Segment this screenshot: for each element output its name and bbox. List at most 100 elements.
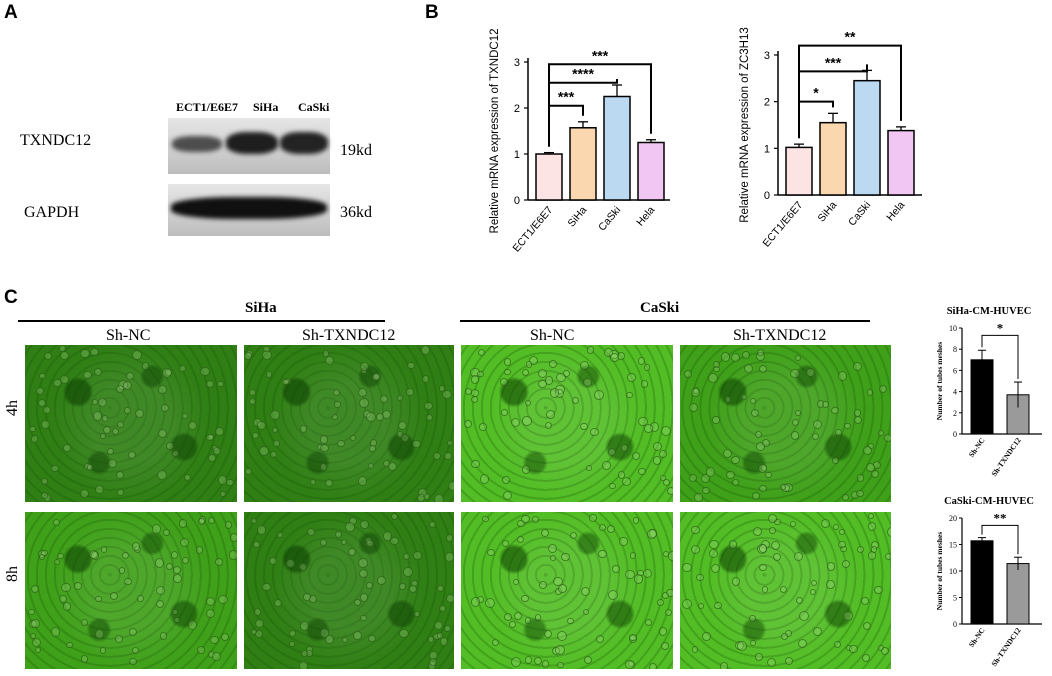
cell-outline bbox=[271, 426, 278, 433]
cell-outline bbox=[40, 491, 49, 500]
cell-outline bbox=[244, 351, 253, 360]
cell-outline bbox=[854, 409, 862, 417]
cell-outline bbox=[298, 562, 308, 572]
cell-outline bbox=[213, 447, 222, 456]
cell-outline bbox=[217, 380, 224, 388]
row-label-4h-text: 4h bbox=[4, 400, 21, 416]
cell-outline bbox=[826, 562, 836, 572]
cell-outline bbox=[335, 531, 343, 539]
cell-outline bbox=[29, 425, 36, 433]
cell-outline bbox=[165, 563, 174, 571]
cell-outline bbox=[332, 413, 339, 420]
cell-outline bbox=[825, 579, 835, 589]
cell-outline bbox=[838, 371, 848, 381]
y-axis-label: Relative mRNA expression of ZC3H13 bbox=[739, 27, 751, 223]
cell-outline bbox=[206, 608, 216, 618]
y-axis-label: Number of tubes meshes bbox=[935, 342, 944, 420]
cell-outline bbox=[556, 372, 566, 383]
cell-outline bbox=[805, 368, 815, 378]
cell-outline bbox=[38, 398, 47, 407]
cell-outline bbox=[638, 416, 648, 427]
cell-outline bbox=[337, 439, 345, 447]
cell-outline bbox=[398, 420, 408, 430]
cell-outline bbox=[838, 528, 846, 536]
bar bbox=[603, 95, 631, 201]
cell-outline bbox=[62, 602, 72, 611]
cell-outline bbox=[471, 389, 479, 397]
cell-outline bbox=[843, 611, 854, 621]
cell-outline bbox=[333, 401, 341, 408]
cell-outline bbox=[720, 352, 731, 363]
cell-outline bbox=[353, 598, 362, 607]
x-tick-label: CaSki bbox=[596, 204, 623, 233]
cell-outline bbox=[35, 387, 44, 396]
cell-outline bbox=[31, 435, 39, 443]
cell-outline bbox=[253, 541, 260, 548]
micrograph-caski-sh-txndc12-4h bbox=[680, 345, 891, 502]
cell-outline bbox=[521, 514, 530, 524]
cell-outline bbox=[156, 600, 165, 608]
cell-outline bbox=[723, 449, 733, 459]
cell-outline bbox=[842, 560, 850, 569]
cell-outline bbox=[132, 646, 140, 654]
cell-outline bbox=[211, 652, 221, 662]
panel-label-c: C bbox=[4, 287, 18, 308]
cell-outline bbox=[730, 353, 740, 363]
cell-outline bbox=[43, 352, 52, 360]
cell-outline bbox=[533, 657, 542, 666]
cell-outline bbox=[759, 365, 767, 374]
cell-outline bbox=[853, 416, 862, 425]
cell-outline bbox=[790, 368, 800, 378]
cell-outline bbox=[29, 632, 36, 639]
cell-outline bbox=[276, 531, 284, 538]
micrograph-siha-sh-nc-8h bbox=[25, 512, 237, 669]
significance-bracket bbox=[798, 44, 902, 139]
cell-outline bbox=[487, 548, 495, 556]
cell-outline bbox=[57, 552, 64, 559]
cell-outline bbox=[792, 419, 800, 427]
cell-outline bbox=[367, 463, 375, 470]
cell-outline bbox=[325, 635, 335, 645]
cell-outline bbox=[477, 370, 484, 378]
cell-outline bbox=[319, 463, 328, 471]
cell-outline bbox=[478, 349, 486, 357]
cell-outline bbox=[503, 490, 513, 500]
cell-outline bbox=[633, 574, 643, 584]
cell-outline bbox=[755, 652, 764, 661]
cell-outline bbox=[664, 608, 673, 616]
cell-outline bbox=[871, 470, 880, 479]
cell-outline bbox=[549, 388, 560, 398]
cell-outline bbox=[810, 579, 818, 587]
cell-outline bbox=[357, 476, 368, 487]
cell-outline bbox=[625, 659, 635, 669]
cell-outline bbox=[867, 522, 877, 531]
micrograph-caski-sh-nc-4h bbox=[461, 345, 673, 502]
cell-outline bbox=[95, 596, 102, 603]
cell-outline bbox=[759, 563, 767, 572]
cell-outline bbox=[653, 456, 662, 465]
cell-outline bbox=[822, 400, 830, 408]
cell-outline bbox=[101, 415, 108, 422]
significance-label: * bbox=[813, 85, 819, 101]
cell-outline bbox=[53, 518, 61, 526]
cell-outline bbox=[594, 390, 604, 400]
cell-outline bbox=[853, 362, 863, 372]
cell-outline bbox=[380, 395, 388, 403]
cell-outline bbox=[691, 544, 701, 554]
cell-outline bbox=[619, 537, 628, 546]
bar bbox=[853, 79, 881, 196]
micrograph-siha-sh-txndc12-8h bbox=[244, 512, 454, 669]
y-tick-label: 10 bbox=[949, 324, 957, 333]
cell-outline bbox=[407, 361, 415, 370]
cell-outline bbox=[794, 551, 804, 562]
protein-label-gapdh: GAPDH bbox=[24, 204, 80, 221]
cell-outline bbox=[372, 372, 380, 381]
bar bbox=[535, 153, 563, 201]
cell-outline bbox=[60, 375, 69, 384]
cell-outline bbox=[187, 620, 198, 630]
cell-outline bbox=[255, 619, 265, 629]
cell-outline bbox=[886, 526, 891, 537]
cell-outline bbox=[637, 356, 646, 365]
group-label-siha: SiHa bbox=[245, 300, 277, 316]
cell-outline bbox=[172, 608, 179, 615]
